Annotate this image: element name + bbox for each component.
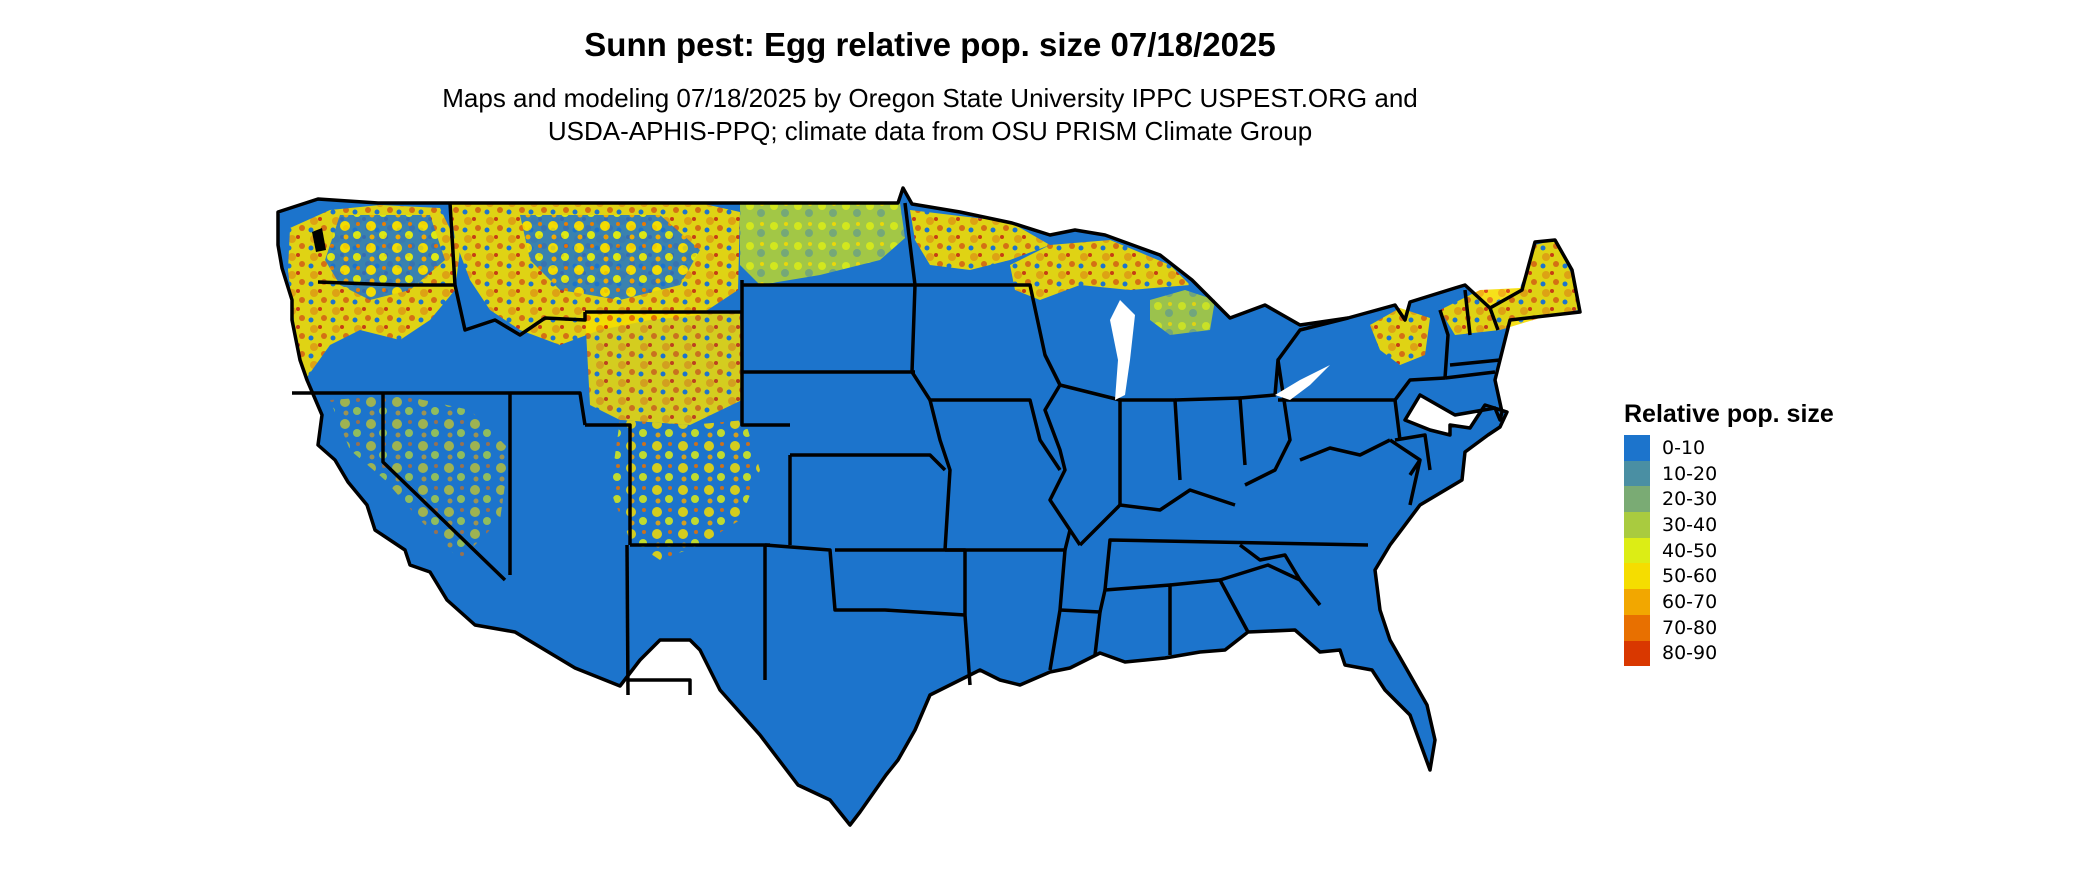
map-subtitle: Maps and modeling 07/18/2025 by Oregon S… (330, 82, 1530, 148)
legend-swatch (1624, 614, 1650, 641)
region-montana-cool (520, 215, 700, 300)
region-new-england-north (1440, 240, 1578, 335)
map-title: Sunn pest: Egg relative pop. size 07/18/… (584, 26, 1276, 63)
subtitle-line-1: Maps and modeling 07/18/2025 by Oregon S… (442, 83, 1418, 113)
legend-label: 80-90 (1662, 642, 1718, 665)
legend-item: 0-10 (1624, 435, 1834, 461)
region-utah-colorado-mountains (610, 420, 760, 560)
legend-swatch (1624, 512, 1650, 538)
legend-item: 60-70 (1624, 589, 1834, 615)
legend-swatch (1624, 537, 1650, 564)
legend-label: 40-50 (1662, 539, 1718, 562)
legend-item: 40-50 (1624, 537, 1834, 564)
legend-label: 20-30 (1662, 488, 1718, 511)
legend-title: Relative pop. size (1624, 400, 1834, 428)
legend-swatch (1624, 460, 1650, 487)
legend-swatch (1624, 435, 1650, 461)
legend-item: 20-30 (1624, 486, 1834, 513)
region-lower-michigan-north (1150, 290, 1215, 335)
legend-item: 10-20 (1624, 460, 1834, 487)
legend-item: 30-40 (1624, 512, 1834, 538)
region-wyoming (585, 312, 742, 425)
lake-michigan (1110, 300, 1135, 400)
legend-item: 70-80 (1624, 614, 1834, 641)
lake-erie (1275, 365, 1330, 400)
subtitle-line-2: USDA-APHIS-PPQ; climate data from OSU PR… (547, 116, 1313, 146)
legend-label: 60-70 (1662, 590, 1718, 613)
legend-item: 80-90 (1624, 640, 1834, 667)
legend-swatch (1624, 486, 1650, 513)
region-nevada-california (330, 395, 510, 560)
legend-label: 30-40 (1662, 513, 1718, 536)
region-northwest-cool (325, 215, 445, 300)
legend-label: 50-60 (1662, 565, 1718, 588)
legend-label: 0-10 (1662, 436, 1706, 459)
legend-item: 50-60 (1624, 563, 1834, 590)
legend-swatch (1624, 589, 1650, 615)
legend-label: 10-20 (1662, 462, 1718, 485)
legend: Relative pop. size 0-10 10-20 20-30 30-40 40… (1624, 400, 1834, 667)
great-salt-lake (312, 228, 326, 252)
legend-swatch (1624, 563, 1650, 590)
legend-items: 0-10 10-20 20-30 30-40 40-50 50-60 60-70 70-80 8… (1624, 435, 1834, 667)
legend-label: 70-80 (1662, 616, 1718, 639)
region-upper-michigan (1010, 240, 1190, 300)
region-dakotas-north (740, 203, 905, 285)
legend-swatch (1624, 640, 1650, 667)
region-new-york-north (1370, 308, 1430, 365)
state-boundaries (276, 186, 1582, 827)
